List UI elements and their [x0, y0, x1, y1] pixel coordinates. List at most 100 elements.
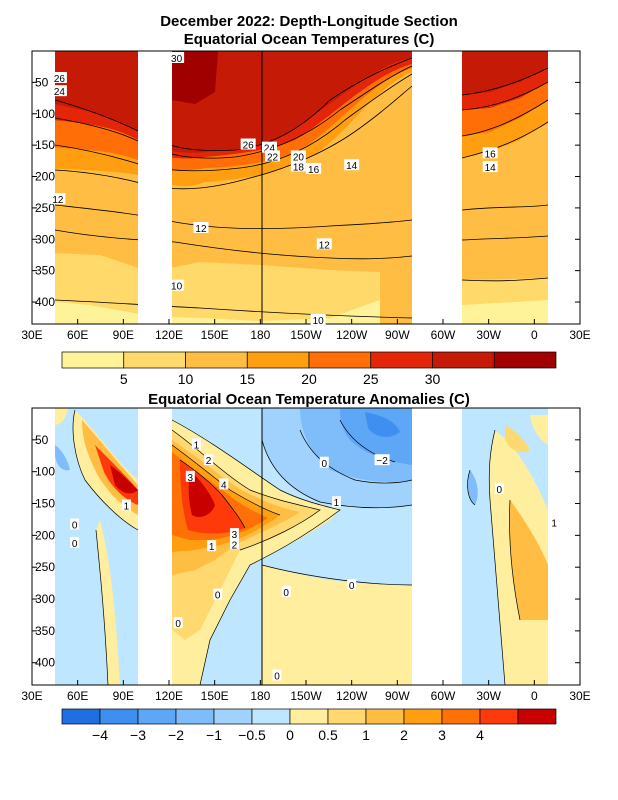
colorbar-swatch [432, 351, 495, 369]
y-tick-label: 400 [35, 656, 55, 670]
contour-label: 0 [321, 459, 327, 470]
contour-label-bg [549, 516, 559, 528]
contour-label-bg [374, 454, 390, 466]
x-tick-label: 90W [385, 328, 410, 342]
colorbar-swatch [441, 708, 481, 725]
colorbar-label: 5 [120, 371, 128, 387]
colorbar-swatch [370, 351, 433, 369]
contour-label: 14 [485, 163, 497, 174]
contour-label-bg [347, 579, 357, 591]
colorbar-label: 4 [476, 727, 484, 743]
y-tick-label: 350 [35, 264, 55, 278]
contour-label-bg [70, 518, 80, 530]
x-tick-label: 90E [113, 689, 134, 703]
x-tick-label: 60W [431, 328, 456, 342]
contour-label-bg [229, 538, 239, 550]
contour-label-bg [193, 221, 209, 233]
x-tick-label: 150E [201, 328, 229, 342]
colorbar-label: 10 [178, 371, 194, 387]
colorbar-label: 1 [362, 727, 370, 743]
x-tick-label: 30W [476, 689, 501, 703]
axis-ticks: 30E 60E 90E 120E 150E 180 150W 120W 90W 60W 30W 0 30… [21, 75, 590, 342]
contour-label: 4 [221, 480, 227, 491]
contour-label: 1 [209, 542, 215, 553]
contour-label: 24 [54, 87, 66, 98]
x-tick-label: 60W [431, 689, 456, 703]
contour-label-bg [265, 150, 281, 162]
contour-label: 0 [274, 671, 280, 682]
contour-label-bg [494, 482, 504, 494]
contour-label-bg [482, 147, 498, 159]
colorbar-swatch [403, 708, 443, 725]
colorbar: 5 10 15 20 25 30 [61, 351, 557, 387]
colorbar-swatch [289, 708, 329, 725]
x-tick-label: 150E [201, 689, 229, 703]
contour-label-bg [50, 193, 66, 205]
contour-label-bg [219, 478, 229, 490]
x-tick-label: 180 [250, 328, 270, 342]
colorbar-swatch [185, 351, 248, 369]
anomaly-panel: Equatorial Ocean Temperature Anomalies (… [21, 391, 590, 743]
contour-label-bg [482, 161, 498, 173]
contour-label: 1 [551, 519, 557, 530]
x-tick-label: 150W [290, 328, 322, 342]
colorbar-swatch [99, 708, 139, 725]
x-tick-label: 30E [21, 689, 42, 703]
contour-label: 2 [206, 456, 212, 467]
contour-label: 1 [194, 440, 200, 451]
x-tick-label: 30W [476, 328, 501, 342]
contour-label-bg [261, 141, 277, 153]
colorbar-swatch [479, 708, 519, 725]
contour-label: 16 [485, 149, 497, 160]
y-tick-label: 100 [35, 107, 55, 121]
contour-label-bg [344, 159, 360, 171]
y-tick-label: 50 [35, 433, 49, 447]
colorbar-label: −1 [206, 727, 222, 743]
contour-label-bg [306, 162, 322, 174]
x-tick-label: 90E [113, 328, 134, 342]
colorbar-label: 20 [301, 371, 317, 387]
x-tick-label: 60E [67, 328, 88, 342]
x-tick-label: 30E [569, 328, 590, 342]
colorbar-swatch [213, 708, 253, 725]
contour-label: 12 [52, 195, 64, 206]
contour-label-bg [331, 496, 341, 508]
chart-subtitle: Equatorial Ocean Temperatures (C) [184, 31, 435, 48]
contour-label: 3 [188, 473, 194, 484]
chart-title: December 2022: Depth-Longitude Section [160, 13, 458, 30]
x-tick-label: 60E [67, 689, 88, 703]
contour-label: 16 [308, 165, 320, 176]
contour-label: 26 [243, 141, 255, 152]
contour-label: 10 [171, 282, 183, 293]
x-tick-label: 150W [290, 689, 322, 703]
y-tick-label: 300 [35, 592, 55, 606]
y-tick-label: 200 [35, 528, 55, 542]
contour-label: 30 [171, 54, 183, 65]
y-tick-label: 150 [35, 497, 55, 511]
contour-label-bg [204, 454, 214, 466]
contour-label-bg [272, 669, 282, 681]
contour-label: 2 [232, 540, 238, 551]
y-tick-label: 50 [35, 75, 49, 89]
axis-ticks-anomaly: 30E 60E 90E 120E 150E 180 150W 120W 90W 60W 30W 0 30… [21, 433, 590, 703]
colorbar-swatch [308, 351, 372, 369]
contour-label-bg [51, 85, 67, 97]
x-tick-label: 120E [155, 689, 183, 703]
contour-label: 0 [349, 581, 355, 592]
anomaly-field [32, 408, 580, 685]
contour-label-bg [169, 279, 185, 291]
contour-label: 22 [267, 152, 279, 163]
colorbar-swatch [175, 708, 215, 725]
contour-label-bg [281, 586, 291, 598]
contour-label-bg [173, 617, 183, 629]
colorbar-swatch [517, 708, 557, 725]
contour-label-bg [213, 588, 223, 600]
contour-label-bg [310, 314, 326, 325]
colorbar-label: 2 [400, 727, 408, 743]
contour-label-bg [51, 71, 67, 83]
colorbar-swatch [493, 351, 557, 369]
chart-title-anomaly: Equatorial Ocean Temperature Anomalies (… [148, 391, 470, 408]
